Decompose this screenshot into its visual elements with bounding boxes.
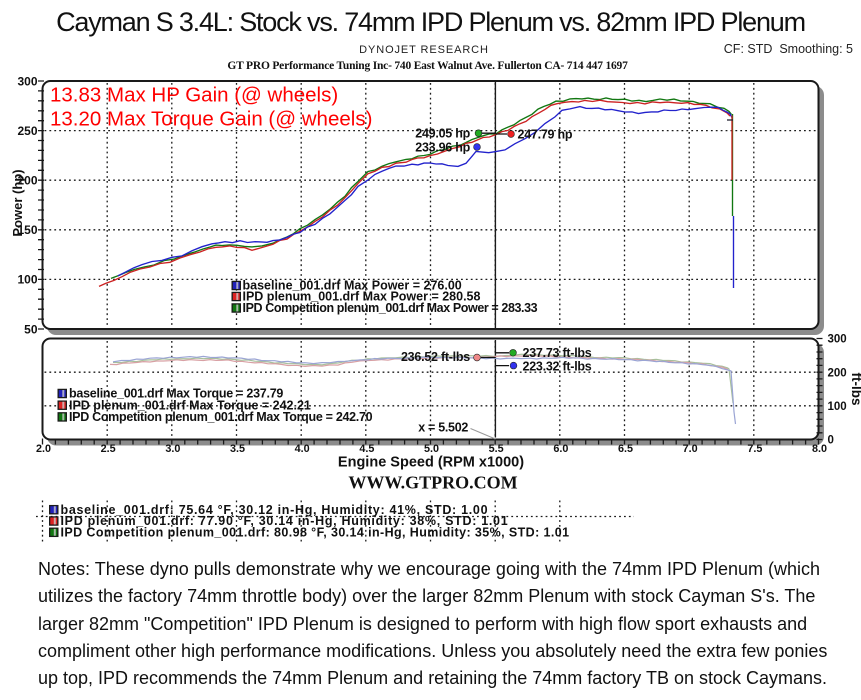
svg-text:223.32 ft-lbs: 223.32 ft-lbs [523, 359, 592, 373]
svg-text:baseline_001.drf Max Torque =: baseline_001.drf Max Torque = 237.79 [69, 387, 283, 401]
svg-text:6.5: 6.5 [618, 443, 633, 455]
svg-text:300: 300 [828, 334, 847, 346]
svg-text:236.52 ft-lbs: 236.52 ft-lbs [401, 350, 470, 364]
svg-text:8.0: 8.0 [812, 443, 827, 455]
svg-text:100: 100 [828, 401, 847, 413]
svg-text:IPD Competition plenum_001.drf: IPD Competition plenum_001.drf Max Torqu… [69, 410, 373, 424]
svg-text:247.79 hp: 247.79 hp [518, 127, 573, 141]
svg-text:7.0: 7.0 [683, 443, 698, 455]
svg-text:IPD plenum_001.drf Max Power =: IPD plenum_001.drf Max Power = 280.58 [243, 290, 481, 304]
svg-text:Power (hp): Power (hp) [10, 169, 25, 236]
svg-text:50: 50 [24, 322, 38, 336]
svg-text:IPD Competition plenum_001.drf: IPD Competition plenum_001.drf: 80.98 °F… [61, 526, 570, 540]
svg-text:300: 300 [17, 74, 37, 88]
svg-text:Engine Speed (RPM x1000): Engine Speed (RPM x1000) [338, 455, 524, 471]
svg-text:0: 0 [828, 435, 834, 447]
svg-text:IPD plenum_001.drf Max Torque: IPD plenum_001.drf Max Torque = 242.21 [69, 398, 311, 412]
svg-text:13.20 Max Torque Gain (@ wheel: 13.20 Max Torque Gain (@ wheels) [50, 108, 372, 131]
svg-text:233.96 hp: 233.96 hp [415, 141, 470, 155]
svg-text:150: 150 [17, 223, 37, 237]
svg-text:5.5: 5.5 [489, 443, 504, 455]
svg-text:200: 200 [17, 174, 37, 188]
svg-text:250: 250 [17, 124, 37, 138]
svg-text:200: 200 [828, 367, 847, 379]
svg-text:5.0: 5.0 [424, 443, 439, 455]
svg-text:7.5: 7.5 [747, 443, 762, 455]
svg-text:237.73 ft-lbs: 237.73 ft-lbs [523, 346, 592, 360]
svg-text:6.0: 6.0 [553, 443, 568, 455]
svg-text:WWW.GTPRO.COM: WWW.GTPRO.COM [348, 473, 517, 493]
svg-text:249.05 hp: 249.05 hp [415, 126, 470, 140]
svg-text:x = 5.502: x = 5.502 [418, 421, 468, 435]
svg-text:IPD Competition plenum_001.drf: IPD Competition plenum_001.drf Max Power… [243, 301, 538, 315]
svg-text:ft-lbs: ft-lbs [849, 373, 861, 406]
svg-text:baseline_001.drf Max Power = 2: baseline_001.drf Max Power = 276.00 [243, 279, 462, 293]
svg-text:13.83 Max HP Gain (@ wheels): 13.83 Max HP Gain (@ wheels) [50, 84, 338, 107]
svg-text:2.5: 2.5 [101, 443, 116, 455]
svg-text:2.0: 2.0 [36, 443, 51, 455]
svg-text:3.5: 3.5 [230, 443, 245, 455]
svg-text:baseline_001.drf: 75.64 °F, 30: baseline_001.drf: 75.64 °F, 30.12 in-Hg,… [61, 503, 489, 517]
svg-text:4.0: 4.0 [295, 443, 310, 455]
svg-text:4.5: 4.5 [359, 443, 374, 455]
svg-text:IPD plenum_001.drf: 77.90 °F,: IPD plenum_001.drf: 77.90 °F, 30.14 in-H… [61, 514, 509, 528]
svg-text:3.0: 3.0 [165, 443, 180, 455]
svg-text:100: 100 [17, 273, 37, 287]
